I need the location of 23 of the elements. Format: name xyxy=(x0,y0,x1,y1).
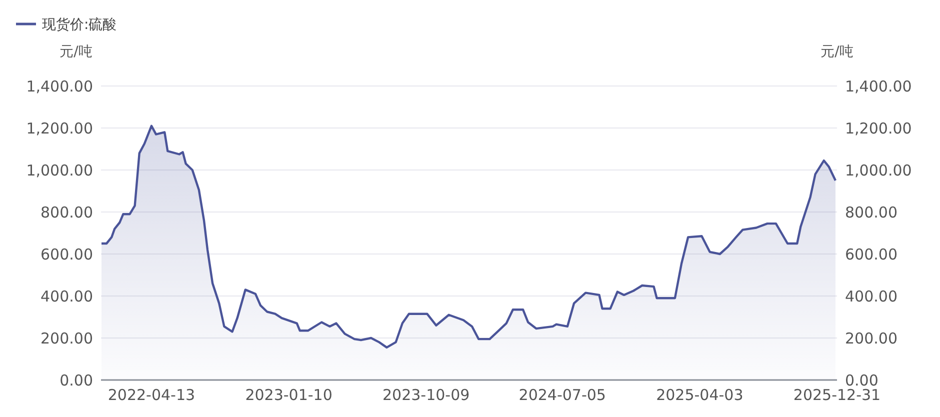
y2-tick-label: 800.00 xyxy=(845,203,898,222)
y2-tick-label: 600.00 xyxy=(845,245,898,264)
y-tick-label: 1,000.00 xyxy=(26,161,93,180)
x-tick-label: 2022-04-13 xyxy=(108,386,196,404)
y2-tick-label: 1,400.00 xyxy=(845,77,912,96)
y2-tick-label: 1,000.00 xyxy=(845,161,912,180)
y-axis-title: 元/吨 xyxy=(60,44,92,60)
y-tick-label: 1,400.00 xyxy=(26,77,93,96)
x-tick-label: 2023-10-09 xyxy=(382,386,470,404)
y2-tick-label: 400.00 xyxy=(845,287,898,306)
y2-tick-label: 200.00 xyxy=(845,329,898,348)
y2-axis-title: 元/吨 xyxy=(820,44,854,60)
legend-label: 现货价:硫酸 xyxy=(42,16,117,33)
y-tick-label: 0.00 xyxy=(60,371,93,390)
y-tick-label: 600.00 xyxy=(40,245,93,264)
y-tick-label: 400.00 xyxy=(40,287,93,306)
x-tick-label: 2024-07-05 xyxy=(518,386,606,404)
y-tick-label: 200.00 xyxy=(40,329,93,348)
x-tick-label: 2023-01-10 xyxy=(245,386,332,404)
y2-tick-label: 1,200.00 xyxy=(845,119,912,138)
y-tick-label: 800.00 xyxy=(40,203,93,222)
y-tick-label: 1,200.00 xyxy=(26,119,93,138)
x-tick-label: 2025-04-03 xyxy=(656,386,744,404)
